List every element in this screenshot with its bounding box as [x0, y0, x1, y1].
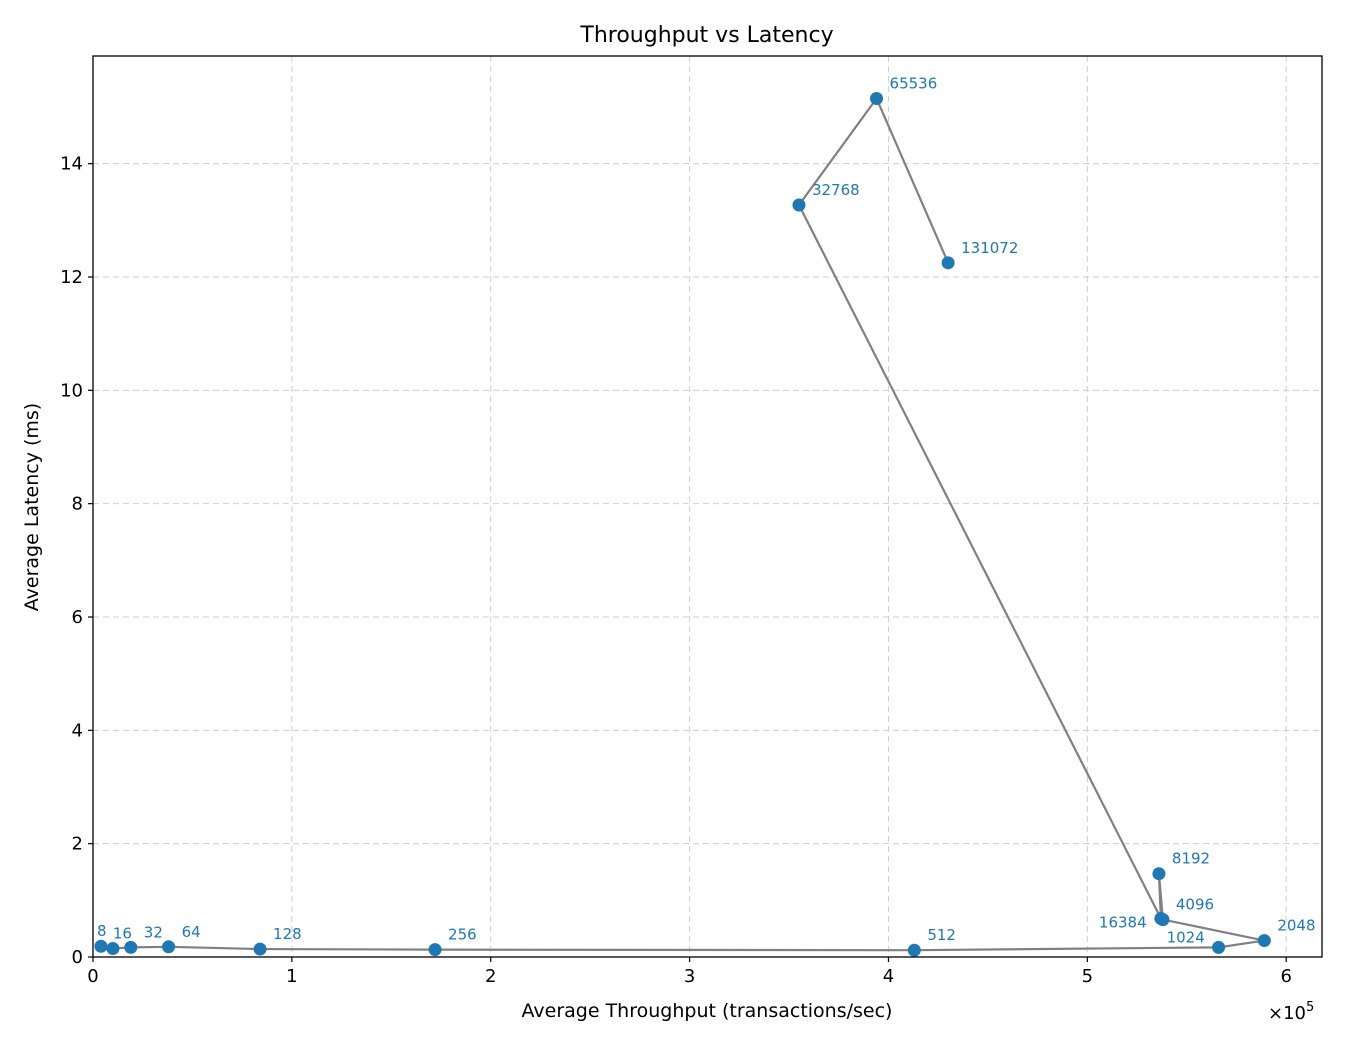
point-label: 1024	[1167, 928, 1205, 946]
data-point	[94, 939, 108, 953]
y-tick-label: 14	[60, 154, 83, 175]
plot-frame	[92, 55, 1323, 958]
point-label: 16384	[1099, 913, 1147, 931]
data-point	[1152, 867, 1166, 881]
y-tick-label: 12	[60, 267, 83, 288]
y-tick-label: 4	[72, 720, 83, 741]
data-point	[1257, 934, 1271, 948]
point-label: 128	[273, 925, 302, 943]
data-point	[907, 943, 921, 957]
point-label: 4096	[1176, 896, 1214, 914]
chart-title: Throughput vs Latency	[579, 23, 833, 48]
point-labels: 8 16 32 64 128 256 512 1024 2048 4096 8192 16384 327…	[97, 75, 1316, 947]
point-label: 16	[113, 925, 132, 943]
series-polyline	[100, 97, 1266, 952]
x-tick-label: 1	[286, 966, 297, 987]
data-point	[106, 942, 120, 955]
data-point	[124, 940, 138, 954]
x-tick-label: 2	[485, 966, 496, 987]
data-point	[428, 943, 442, 957]
data-points	[94, 92, 1271, 957]
x-tick-label: 6	[1280, 966, 1291, 987]
data-point	[870, 92, 884, 105]
x-tick-label: 4	[883, 966, 894, 987]
series-line	[100, 97, 1266, 952]
point-label: 32	[144, 923, 163, 941]
point-label: 32768	[812, 181, 860, 199]
y-tick-label: 6	[72, 607, 83, 628]
x-tick-label: 3	[684, 966, 695, 987]
data-point	[792, 198, 806, 212]
point-label: 131072	[961, 239, 1018, 257]
x-axis-ticks: 0 1 2 3 4 5 6	[87, 957, 1292, 987]
x-axis-multiplier: ×105	[1268, 1000, 1314, 1024]
data-point	[941, 256, 955, 270]
x-tick-label: 0	[87, 966, 98, 987]
x-multiplier-exponent: 5	[1306, 1000, 1314, 1015]
y-tick-label: 8	[72, 494, 83, 515]
point-label: 65536	[890, 75, 938, 93]
x-tick-label: 5	[1082, 966, 1093, 987]
data-point	[1212, 940, 1226, 954]
grid-lines	[92, 56, 1322, 958]
y-tick-label: 10	[60, 380, 83, 401]
point-label: 256	[448, 926, 477, 944]
y-tick-label: 0	[72, 947, 83, 968]
data-point	[1154, 911, 1168, 925]
y-axis-ticks: 0 2 4 6 8 10 12 14	[60, 154, 93, 968]
x-axis-label: Average Throughput (transactions/sec)	[522, 1000, 893, 1022]
data-point	[253, 942, 267, 956]
x-multiplier-base: ×10	[1268, 1003, 1306, 1024]
point-label: 8192	[1172, 850, 1210, 868]
y-tick-label: 2	[72, 834, 83, 855]
point-label: 64	[182, 923, 201, 941]
data-point	[162, 940, 176, 954]
point-label: 8	[97, 922, 107, 940]
point-label: 2048	[1277, 917, 1315, 935]
y-axis-label: Average Latency (ms)	[21, 403, 43, 611]
point-label: 512	[927, 926, 956, 944]
